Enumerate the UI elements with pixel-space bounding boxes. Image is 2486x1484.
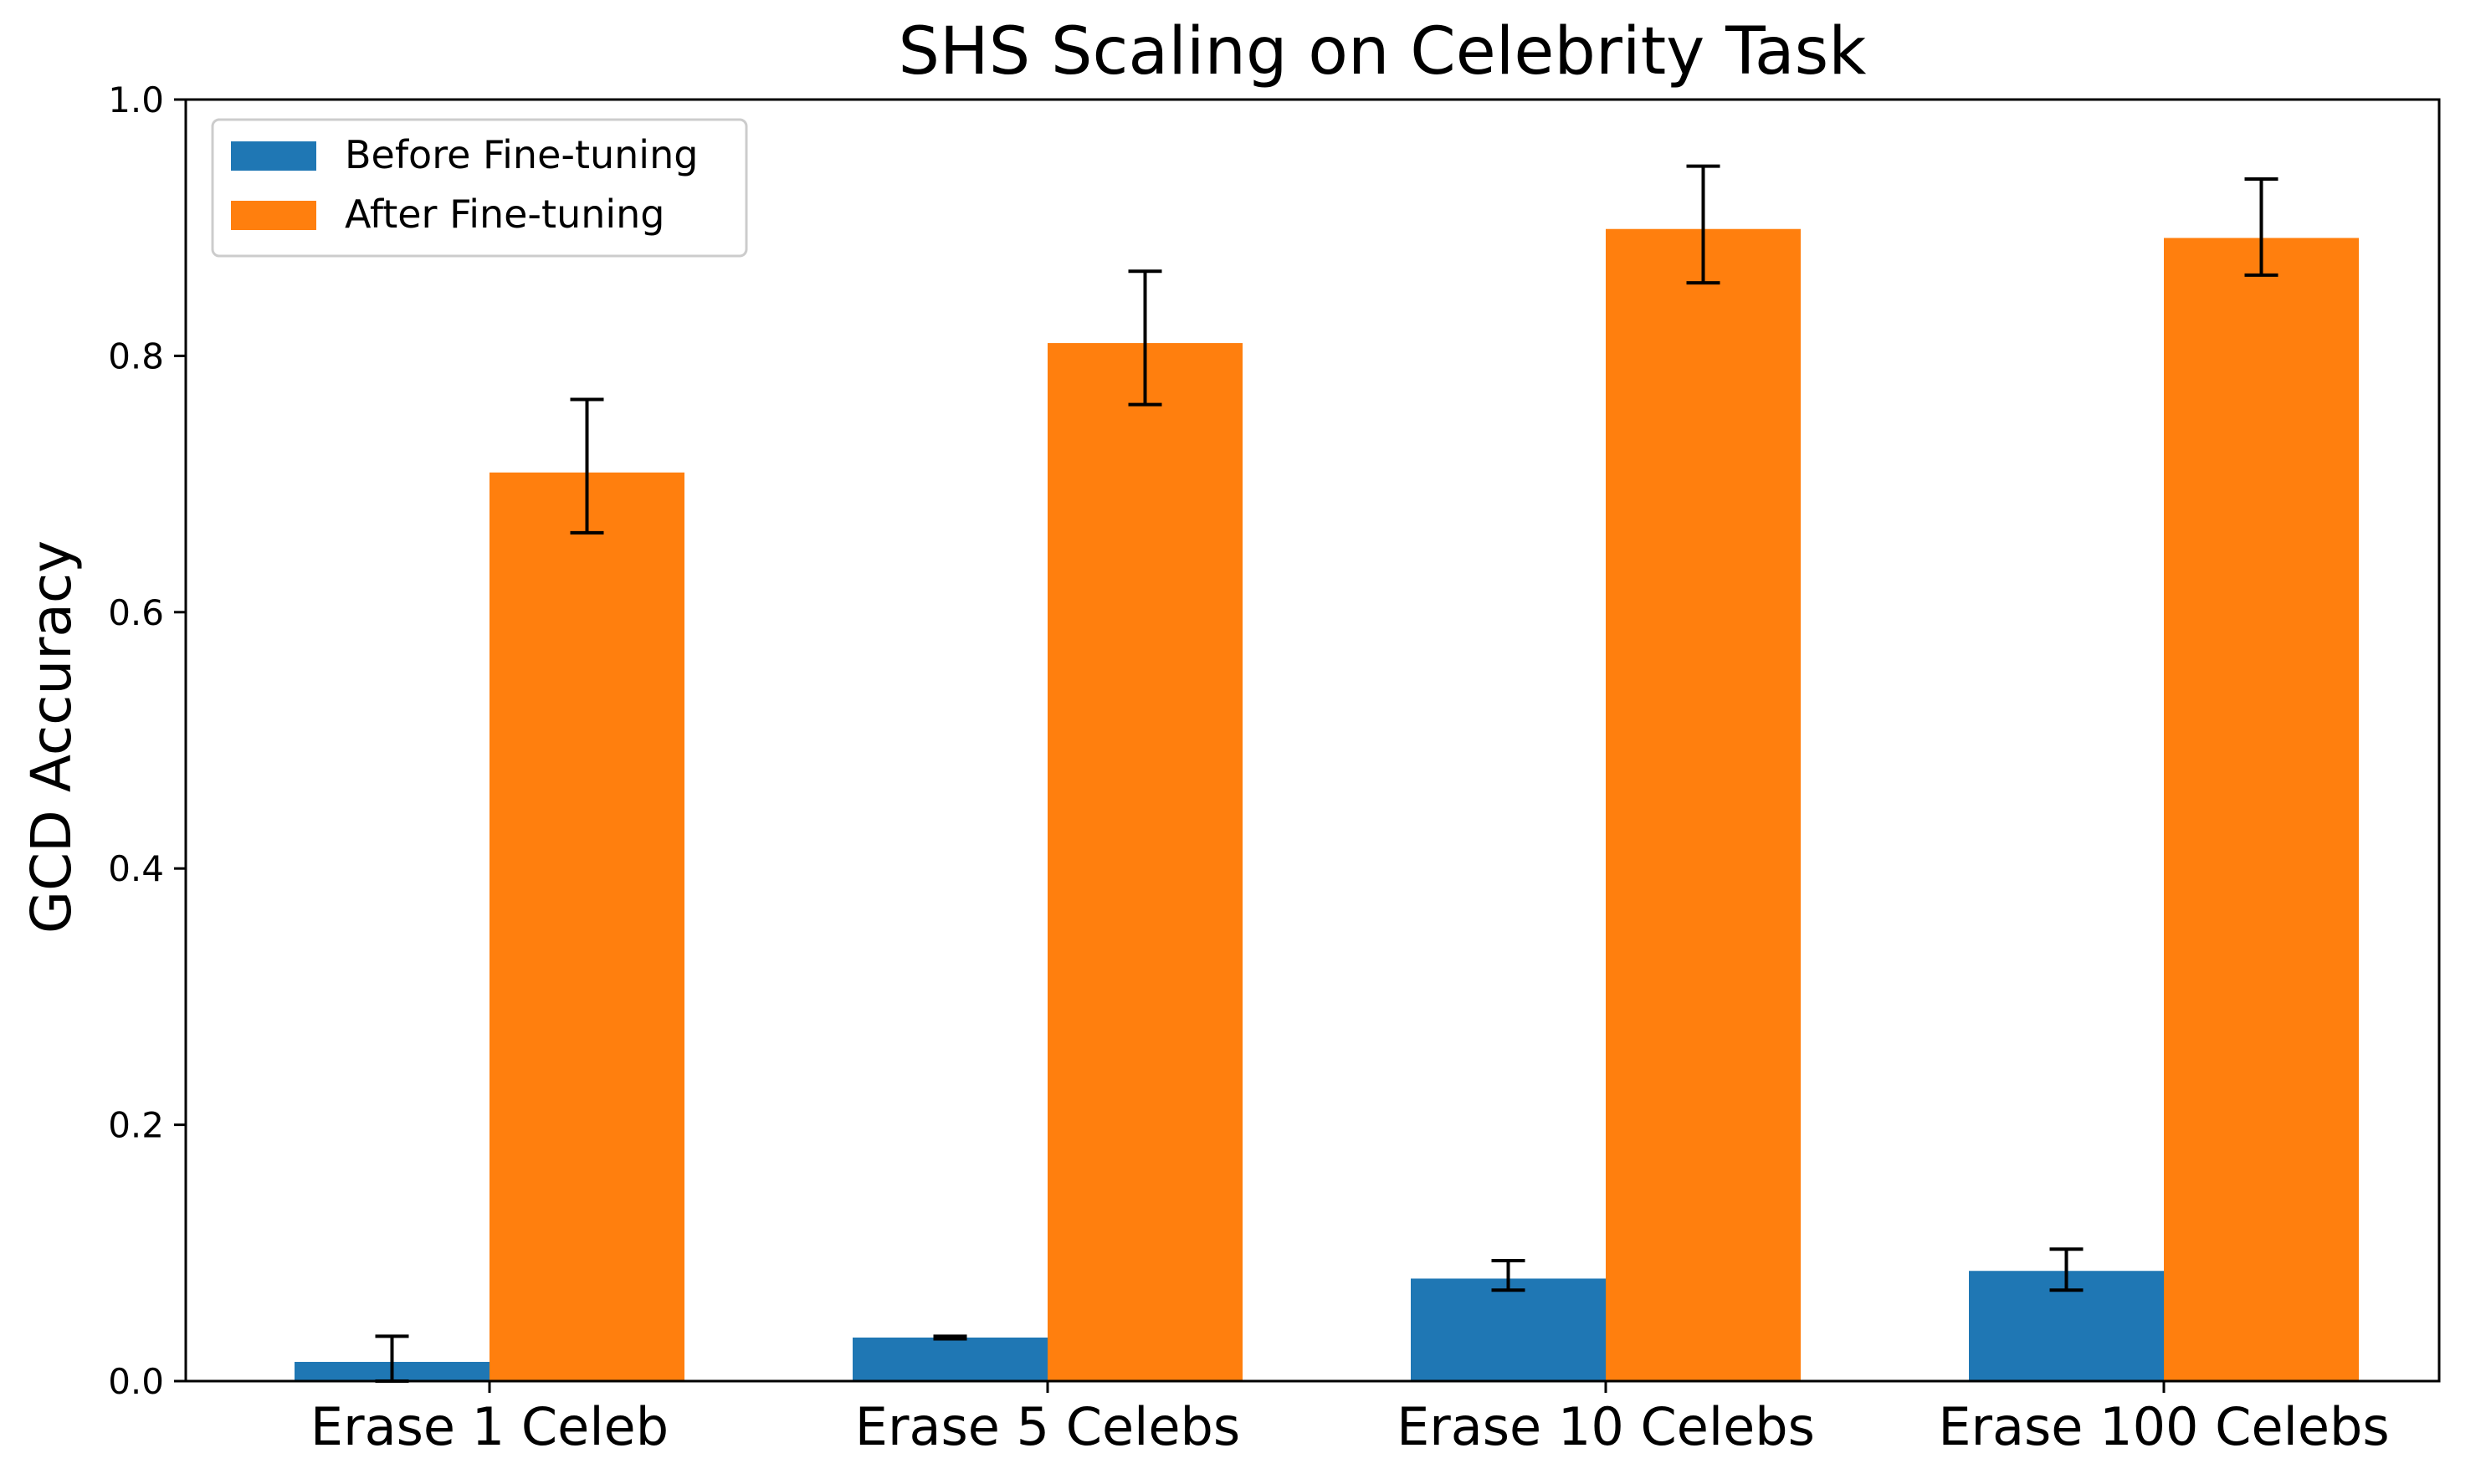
bar-after-2: [1606, 228, 1801, 1382]
error-bar-after-3: [2244, 177, 2278, 277]
plot-frame: [184, 98, 2441, 1383]
legend: Before Fine-tuning After Fine-tuning: [211, 118, 748, 258]
legend-label-before: Before Fine-tuning: [345, 132, 698, 177]
error-bar-after-2: [1686, 164, 1720, 285]
y-tick-label: 0.0: [108, 1361, 164, 1402]
x-tick-label: Erase 5 Celebs: [855, 1396, 1240, 1457]
x-tick-label: Erase 100 Celebs: [1938, 1396, 2389, 1457]
y-tick-label: 0.6: [108, 592, 164, 633]
bar-after-0: [490, 472, 684, 1381]
chart-title: SHS Scaling on Celebrity Task: [899, 14, 1867, 90]
error-bar-after-0: [570, 397, 604, 535]
bar-before-2: [1411, 1278, 1606, 1381]
error-bar-before-2: [1491, 1258, 1525, 1292]
error-bar-before-1: [933, 1334, 967, 1341]
bars-layer: [295, 228, 2359, 1382]
x-tick-label: Erase 10 Celebs: [1397, 1396, 1815, 1457]
y-tick-label: 0.4: [108, 848, 164, 889]
y-axis-ticks: 0.0 0.2 0.4 0.6 0.8 1.0: [108, 79, 186, 1402]
bar-after-1: [1048, 343, 1243, 1382]
y-tick-label: 0.2: [108, 1105, 164, 1146]
legend-label-after: After Fine-tuning: [345, 192, 665, 237]
y-axis-label: GCD Accuracy: [19, 540, 84, 934]
legend-swatch-after: [231, 201, 316, 230]
bar-after-3: [2164, 238, 2359, 1381]
error-bar-after-1: [1128, 269, 1162, 407]
x-axis-ticks: Erase 1 Celeb Erase 5 Celebs Erase 10 Cele…: [310, 1381, 2390, 1457]
x-tick-label: Erase 1 Celeb: [310, 1396, 669, 1457]
error-bar-before-3: [2049, 1247, 2084, 1292]
error-bars-layer: [375, 164, 2278, 1383]
legend-swatch-before: [231, 141, 316, 171]
bar-before-1: [853, 1337, 1048, 1381]
y-tick-label: 1.0: [108, 79, 164, 120]
y-tick-label: 0.8: [108, 335, 164, 376]
legend-box: [211, 118, 748, 258]
